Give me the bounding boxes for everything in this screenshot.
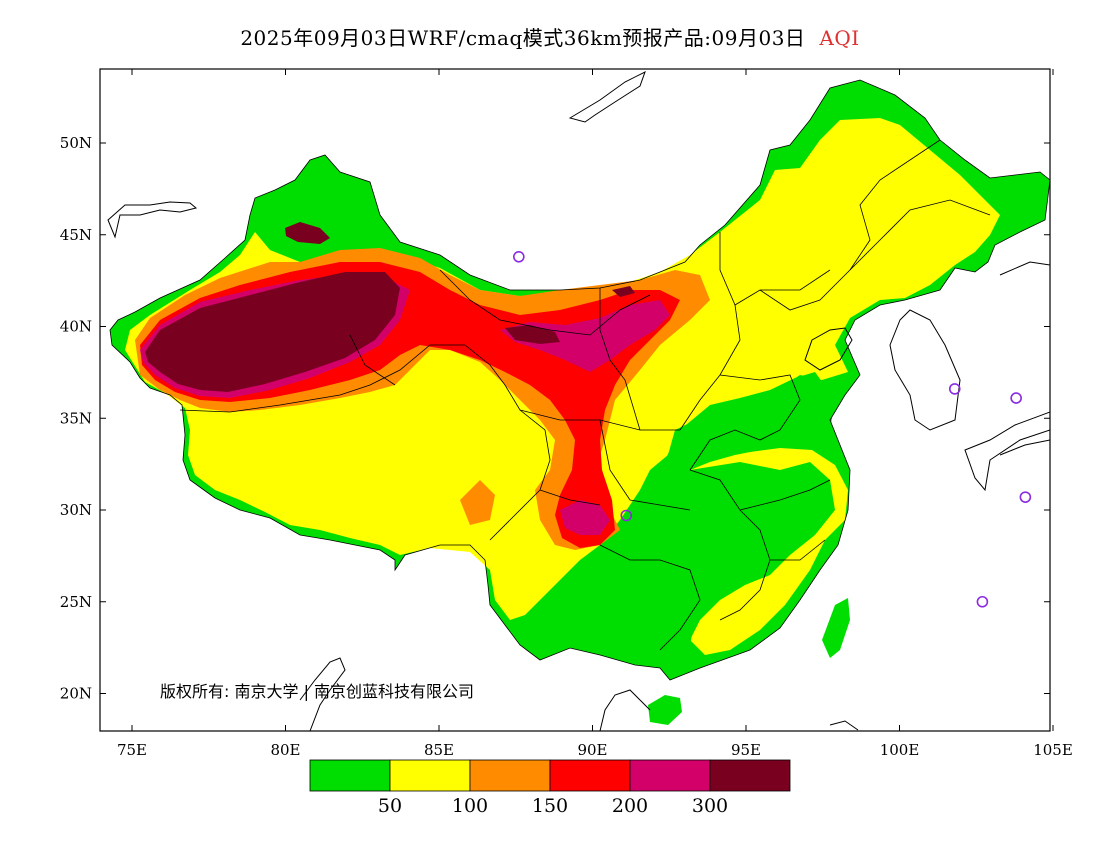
station-marker <box>1019 491 1032 503</box>
region-moderate-south <box>690 448 848 655</box>
legend-label: 100 <box>452 795 488 817</box>
legend-swatch <box>309 759 391 792</box>
station-marker <box>948 383 961 395</box>
legend-swatch <box>549 759 631 792</box>
region-hainan <box>648 695 682 725</box>
copyright-text: 版权所有: 南京大学 | 南京创蓝科技有限公司 <box>160 682 474 701</box>
legend-swatch <box>629 759 711 792</box>
region-hazardous-alxa <box>505 325 560 344</box>
region-hazardous-north <box>612 286 635 297</box>
province-borders <box>109 79 1050 681</box>
region-hazardous-taklimakan <box>145 272 400 392</box>
station-marker <box>513 250 525 263</box>
region-hazardous-junggar <box>285 222 330 244</box>
legend-label: 200 <box>612 795 648 817</box>
map-title: 2025年09月03日WRF/cmaq模式36km预报产品:09月03日 AQI <box>0 22 1100 51</box>
coastlines <box>107 70 1050 731</box>
title-variable: AQI <box>819 26 860 50</box>
legend-label: 50 <box>378 795 402 817</box>
lat-tick-label: 35N <box>60 409 92 427</box>
map-axes: 75E80E85E90E95E100E105E110E115E120E125E1… <box>60 69 1073 759</box>
lon-tick-label: 100E <box>880 741 920 759</box>
region-sensitive-tibet <box>460 480 495 525</box>
lon-tick-label: 90E <box>577 741 607 759</box>
region-good-south <box>615 590 700 655</box>
lon-tick-label: 105E <box>1033 741 1073 759</box>
lat-tick-label: 45N <box>60 226 92 244</box>
legend-label: 300 <box>692 795 728 817</box>
title-main: 2025年09月03日WRF/cmaq模式36km预报产品:09月03日 <box>240 26 806 50</box>
lat-tick-label: 30N <box>60 501 92 519</box>
lat-tick-label: 50N <box>60 134 92 152</box>
aqi-legend: 50 100 150 200 300 <box>309 759 791 817</box>
region-good-east <box>580 372 835 600</box>
legend-swatch <box>709 759 791 792</box>
legend-swatch <box>469 759 551 792</box>
station-marker <box>976 595 989 608</box>
lon-tick-label: 85E <box>424 741 454 759</box>
lat-tick-label: 40N <box>60 318 92 336</box>
region-very-unhealthy-loess <box>500 300 670 372</box>
region-very-unhealthy-sichuan <box>560 500 610 535</box>
lat-tick-label: 20N <box>60 685 92 703</box>
map-plot-area: 版权所有: 南京大学 | 南京创蓝科技有限公司 <box>107 70 1100 731</box>
station-marker <box>1010 392 1022 404</box>
lon-tick-label: 80E <box>270 741 300 759</box>
legend-swatch <box>389 759 471 792</box>
region-taiwan <box>822 598 850 658</box>
station-marker <box>620 509 633 522</box>
legend-label: 150 <box>532 795 568 817</box>
station-markers <box>513 250 1100 608</box>
lon-tick-label: 95E <box>731 741 761 759</box>
map-frame <box>99 68 1051 732</box>
station-marker <box>1094 512 1100 522</box>
lon-tick-label: 75E <box>117 741 147 759</box>
lat-tick-label: 25N <box>60 593 92 611</box>
